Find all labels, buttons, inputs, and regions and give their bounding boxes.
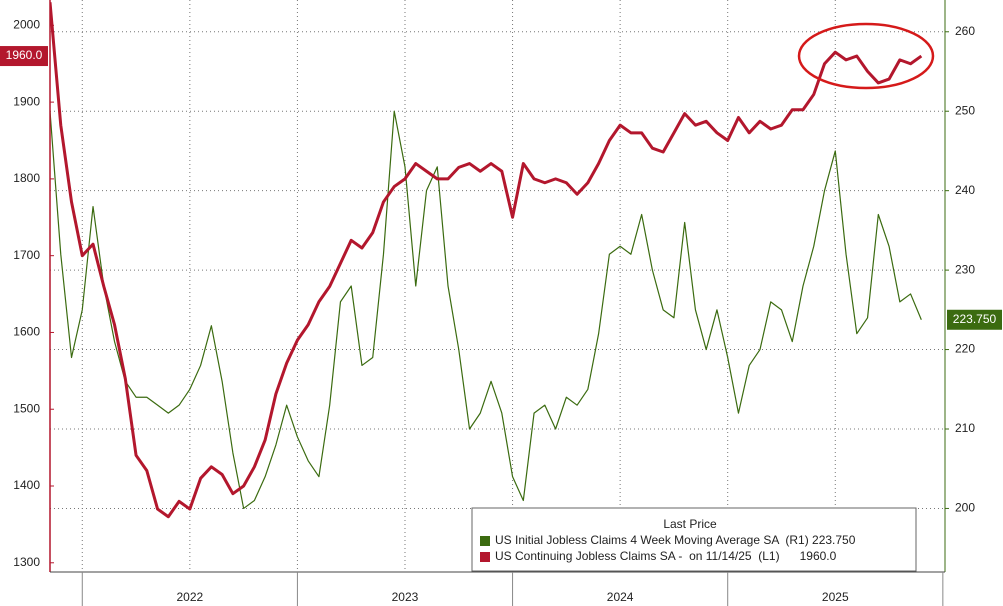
y-tick-label: 1400 [13, 478, 40, 492]
plot-area [50, 2, 923, 519]
y-tick-label: 1700 [13, 248, 40, 262]
series-line [50, 2, 923, 519]
y2-tick-label: 230 [955, 262, 975, 276]
y2-tick-label: 250 [955, 103, 975, 117]
y-tick-label: 2000 [13, 18, 40, 32]
y-tick-label: 1600 [13, 325, 40, 339]
y-tick-label: 1500 [13, 401, 40, 415]
x-tick-label: 2022 [176, 590, 203, 604]
series-line [50, 110, 922, 510]
last-value-label: 1960.0 [6, 48, 43, 62]
y2-tick-label: 200 [955, 501, 975, 515]
last-value-box [0, 46, 48, 67]
legend: Last Price US Initial Jobless Claims 4 W… [471, 507, 917, 572]
y2-tick-label: 220 [955, 342, 975, 356]
y2-tick-label: 210 [955, 421, 975, 435]
y2-tick-label: 240 [955, 183, 975, 197]
x-tick-label: 2024 [607, 590, 634, 604]
y-tick-label: 1300 [13, 555, 40, 569]
highlight-ellipse [797, 22, 935, 90]
legend-label: US Initial Jobless Claims 4 Week Moving … [495, 533, 856, 547]
x-tick-label: 2025 [822, 590, 849, 604]
legend-box [471, 507, 917, 572]
y2-tick-label: 260 [955, 24, 975, 38]
legend-swatch [480, 552, 490, 562]
legend-label: US Continuing Jobless Claims SA - on 11/… [495, 549, 837, 563]
legend-title: Last Price [663, 517, 717, 531]
last-value-label: 223.750 [953, 312, 997, 326]
legend-swatch [480, 536, 490, 546]
y-tick-label: 1900 [13, 94, 40, 108]
x-tick-label: 2023 [392, 590, 419, 604]
y-tick-label: 1800 [13, 171, 40, 185]
last-value-box [947, 309, 1002, 330]
